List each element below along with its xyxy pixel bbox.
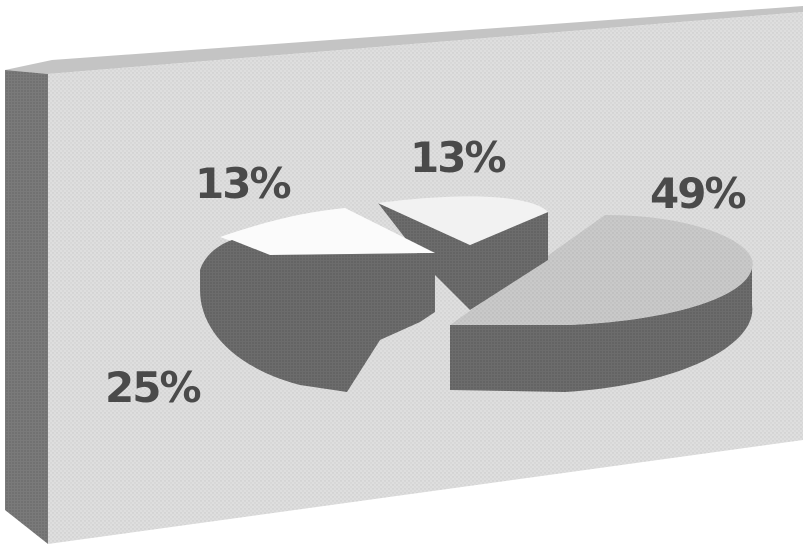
pie-label-2: 13% (410, 133, 505, 182)
pie-slice-4 (200, 240, 435, 392)
pie-slice-2-top (378, 196, 548, 245)
board-top (5, 6, 803, 74)
pie-label-3: 13% (195, 159, 290, 208)
board-left-side-texture (5, 70, 48, 544)
pie-label-4: 25% (105, 363, 200, 412)
pie-slice-1 (450, 215, 753, 392)
pie-slice-1-top-texture (450, 215, 753, 325)
pie-slice-2 (378, 196, 548, 310)
pie-slice-4-texture (200, 240, 435, 392)
pie-label-1: 49% (650, 169, 745, 218)
pie-slice-3 (220, 208, 435, 255)
pie-slice-1-side-texture (450, 268, 753, 392)
pie-slice-2-side-texture (378, 203, 548, 310)
pie-slice-3-top (220, 208, 435, 255)
